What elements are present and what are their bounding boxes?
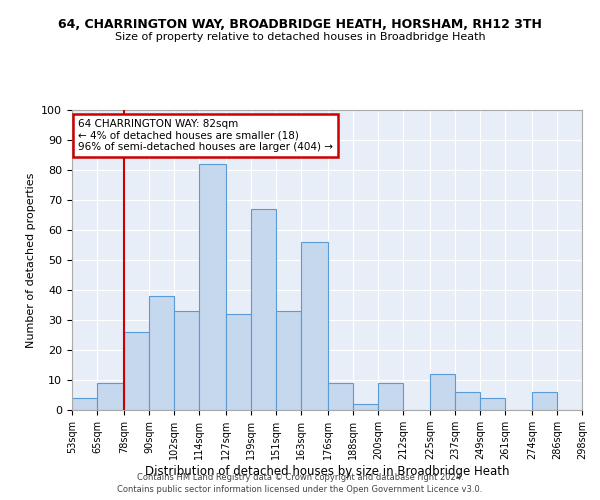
Bar: [378, 383, 403, 410]
Bar: [328, 383, 353, 410]
Bar: [174, 311, 199, 410]
Bar: [532, 392, 557, 410]
Text: Contains HM Land Registry data © Crown copyright and database right 2024.: Contains HM Land Registry data © Crown c…: [137, 474, 463, 482]
Bar: [226, 314, 251, 410]
Bar: [276, 311, 301, 410]
Bar: [124, 332, 149, 410]
Bar: [97, 383, 124, 410]
Text: 64 CHARRINGTON WAY: 82sqm
← 4% of detached houses are smaller (18)
96% of semi-d: 64 CHARRINGTON WAY: 82sqm ← 4% of detach…: [78, 119, 333, 152]
Bar: [149, 296, 174, 410]
X-axis label: Distribution of detached houses by size in Broadbridge Heath: Distribution of detached houses by size …: [145, 465, 509, 478]
Bar: [199, 164, 226, 410]
Text: Contains public sector information licensed under the Open Government Licence v3: Contains public sector information licen…: [118, 485, 482, 494]
Text: 64, CHARRINGTON WAY, BROADBRIDGE HEATH, HORSHAM, RH12 3TH: 64, CHARRINGTON WAY, BROADBRIDGE HEATH, …: [58, 18, 542, 30]
Bar: [353, 404, 378, 410]
Bar: [251, 209, 276, 410]
Bar: [430, 374, 455, 410]
Bar: [301, 242, 328, 410]
Bar: [455, 392, 480, 410]
Text: Size of property relative to detached houses in Broadbridge Heath: Size of property relative to detached ho…: [115, 32, 485, 42]
Y-axis label: Number of detached properties: Number of detached properties: [26, 172, 36, 348]
Bar: [480, 398, 505, 410]
Bar: [72, 398, 97, 410]
